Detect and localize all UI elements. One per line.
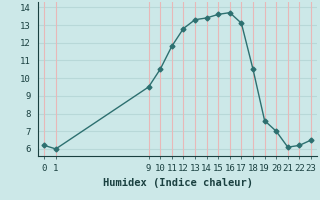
X-axis label: Humidex (Indice chaleur): Humidex (Indice chaleur): [103, 178, 252, 188]
